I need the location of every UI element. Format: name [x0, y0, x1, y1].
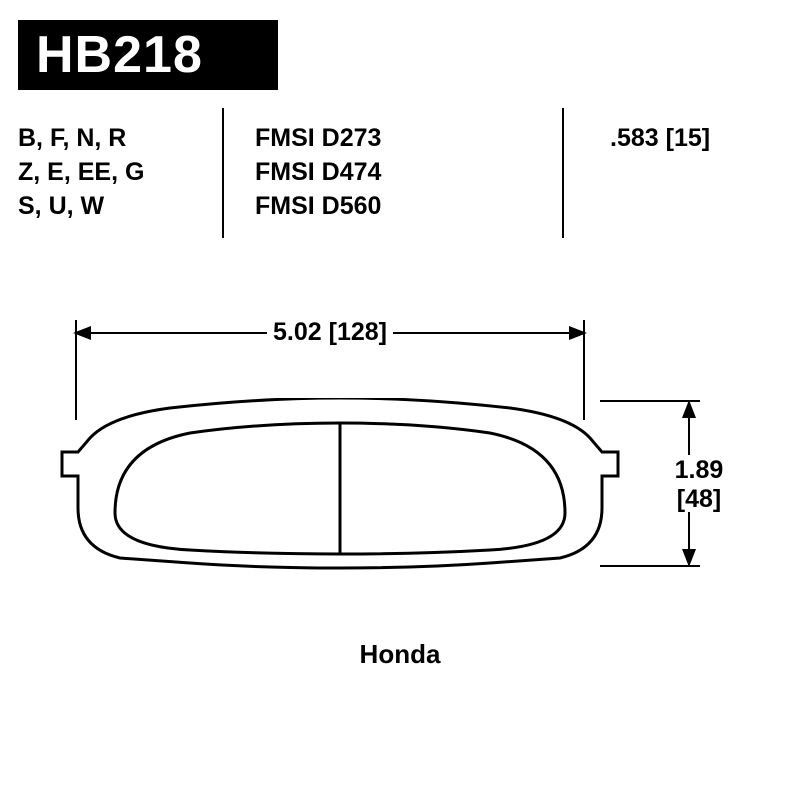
part-number: HB218: [36, 25, 203, 85]
compounds-row1: B, F, N, R: [18, 124, 126, 153]
height-in: 1.89: [654, 456, 744, 485]
compounds-row3: S, U, W: [18, 192, 104, 221]
thickness-in: .583: [610, 124, 659, 152]
vehicle-brand: Honda: [0, 639, 800, 670]
arrow-right-icon: [569, 326, 587, 340]
arrow-down-icon: [682, 549, 696, 567]
dim-width-label: 5.02 [128]: [267, 318, 393, 347]
compounds-row2: Z, E, EE, G: [18, 158, 144, 187]
height-mm: 48: [685, 485, 713, 513]
brake-pad-diagram: [60, 398, 620, 598]
thickness-mm: 15: [674, 124, 702, 152]
fmsi-row2: FMSI D474: [255, 158, 381, 187]
divider-1: [222, 108, 224, 238]
fmsi-row1: FMSI D273: [255, 124, 381, 153]
arrow-left-icon: [73, 326, 91, 340]
part-number-header: HB218: [18, 20, 278, 90]
divider-2: [562, 108, 564, 238]
thickness: .583 [15]: [610, 124, 710, 153]
dim-height: 1.89 [48]: [660, 400, 740, 567]
width-in: 5.02: [273, 318, 322, 346]
arrow-up-icon: [682, 400, 696, 418]
height-mm-wrap: [48]: [654, 485, 744, 514]
width-mm: 128: [337, 318, 379, 346]
dim-width: 5.02 [128]: [75, 310, 585, 339]
fmsi-row3: FMSI D560: [255, 192, 381, 221]
